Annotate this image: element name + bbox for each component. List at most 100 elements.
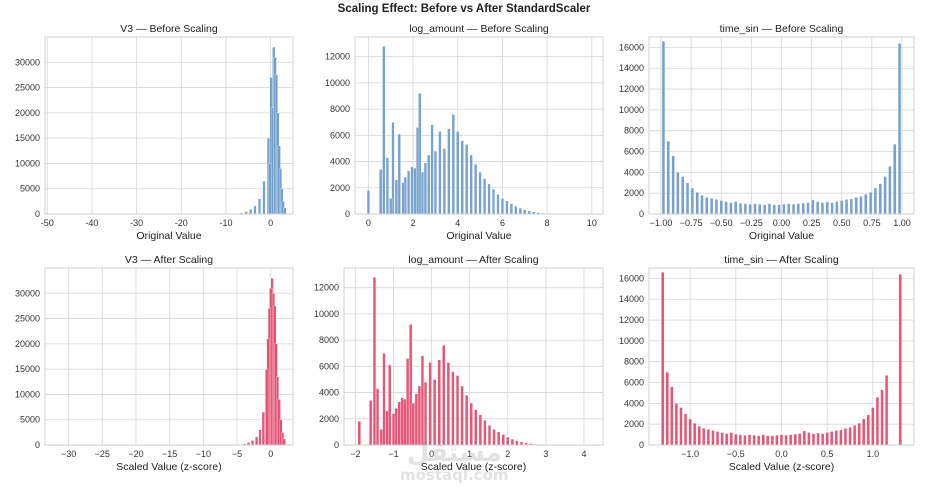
histogram-bar — [705, 197, 709, 215]
histogram-bar — [268, 163, 272, 215]
histogram-bar — [770, 435, 774, 446]
x-tick-label: 0.00 — [773, 218, 791, 228]
histogram-bar — [898, 274, 902, 446]
x-tick-label: 0.5 — [821, 449, 834, 459]
histogram-bar — [442, 148, 446, 215]
histogram-bar — [249, 209, 253, 215]
histogram-bar — [852, 425, 857, 446]
histogram-bar — [491, 188, 496, 215]
histogram-bar — [693, 422, 697, 446]
y-tick-label: 5000 — [20, 415, 40, 425]
y-tick-label: 10000 — [15, 158, 40, 168]
histogram-bar — [407, 170, 411, 215]
histogram-bar — [767, 203, 772, 215]
histogram-bar — [483, 419, 487, 446]
histogram-bar — [724, 201, 728, 215]
histogram-bar — [474, 164, 478, 215]
y-tick-label: 10000 — [325, 78, 350, 88]
histogram-bar — [893, 144, 897, 215]
x-tick-label: −1.0 — [681, 449, 699, 459]
histogram-bar — [497, 431, 501, 446]
plot-frame — [343, 267, 604, 446]
histogram-bar — [500, 198, 504, 215]
histogram-bar — [388, 364, 392, 446]
y-tick-label: 10000 — [619, 105, 644, 115]
y-tick-label: 14000 — [619, 63, 644, 73]
histogram-bar — [456, 131, 460, 215]
histogram-bar — [451, 114, 455, 215]
histogram-bar — [460, 385, 464, 446]
histogram-bar — [261, 411, 265, 446]
histogram-bar — [720, 432, 724, 446]
histogram-bar — [518, 207, 522, 215]
histogram-bar — [844, 199, 849, 215]
y-tick-label: 0 — [639, 209, 644, 219]
histogram-bar — [478, 414, 482, 446]
histogram-bar — [433, 150, 437, 215]
y-tick-label: 6000 — [624, 378, 644, 388]
histogram-bar — [807, 432, 811, 446]
plot-frame — [648, 267, 915, 446]
histogram-bar — [866, 414, 870, 446]
plot-frame — [648, 36, 915, 215]
x-tick-label: 0.25 — [803, 218, 821, 228]
histogram-bar — [270, 107, 274, 215]
y-tick-label: 30000 — [15, 57, 40, 67]
x-tick-label: 0.75 — [863, 218, 881, 228]
x-tick-label: −10 — [196, 449, 211, 459]
subplot-title: V3 — After Scaling — [125, 254, 213, 266]
histogram-bar — [430, 124, 434, 215]
y-tick-label: 12000 — [619, 315, 644, 325]
y-tick-label: 10000 — [314, 309, 339, 319]
subplot-title: log_amount — After Scaling — [408, 254, 538, 266]
histogram-bar — [706, 429, 711, 446]
histogram-bar — [515, 440, 519, 446]
histogram-bar — [883, 176, 887, 215]
histogram-bar — [857, 422, 861, 446]
subplot-v3-before: 0 5000 10000 15000 20000 25000 30000 -50 -40 -30 -… — [15, 23, 294, 242]
histogram-bar — [416, 127, 420, 215]
histogram-bar — [496, 194, 500, 215]
y-tick-label: 16000 — [619, 273, 644, 283]
histogram-bar — [501, 434, 505, 446]
histogram-bar — [379, 429, 383, 446]
subplot-title: time_sin — Before Scaling — [720, 23, 844, 35]
x-tick-label: −20 — [128, 449, 143, 459]
histogram-bar — [414, 393, 418, 446]
histogram-bar — [465, 144, 469, 215]
histogram-bar — [455, 375, 460, 446]
histogram-bar — [357, 421, 361, 446]
y-tick-label: 10000 — [15, 389, 40, 399]
histogram-bar — [802, 430, 806, 446]
y-tick-label: 25000 — [15, 83, 40, 93]
histogram-bar — [835, 201, 839, 215]
histogram-bar — [255, 436, 259, 446]
y-tick-label: 2000 — [624, 419, 644, 429]
histogram-bar — [714, 199, 719, 215]
histogram-bar — [697, 426, 701, 446]
x-tick-label: −0.25 — [740, 218, 763, 228]
histogram-bar — [849, 198, 853, 215]
histogram-bar — [758, 203, 762, 215]
histogram-bar — [492, 429, 496, 446]
x-tick-label: -40 — [85, 218, 98, 228]
y-tick-label: 0 — [35, 440, 40, 450]
x-tick-label: 0 — [268, 449, 273, 459]
y-tick-label: 8000 — [319, 335, 339, 345]
x-tick-label: -20 — [175, 218, 188, 228]
histogram-bar — [382, 353, 386, 446]
histogram-bar — [816, 201, 820, 215]
histogram-bar — [661, 40, 666, 215]
histogram-bar — [679, 407, 683, 446]
histogram-bar — [442, 345, 446, 446]
histogram-bar — [437, 359, 441, 446]
subplot-title: V3 — Before Scaling — [120, 23, 218, 35]
histogram-bar — [446, 362, 450, 446]
histogram-bar — [763, 204, 767, 215]
histogram-bar — [738, 434, 743, 446]
subplot-title: log_amount — Before Scaling — [409, 23, 549, 35]
histogram-bar — [711, 430, 715, 446]
histogram-bar — [854, 197, 858, 215]
histogram-bar — [884, 375, 889, 446]
